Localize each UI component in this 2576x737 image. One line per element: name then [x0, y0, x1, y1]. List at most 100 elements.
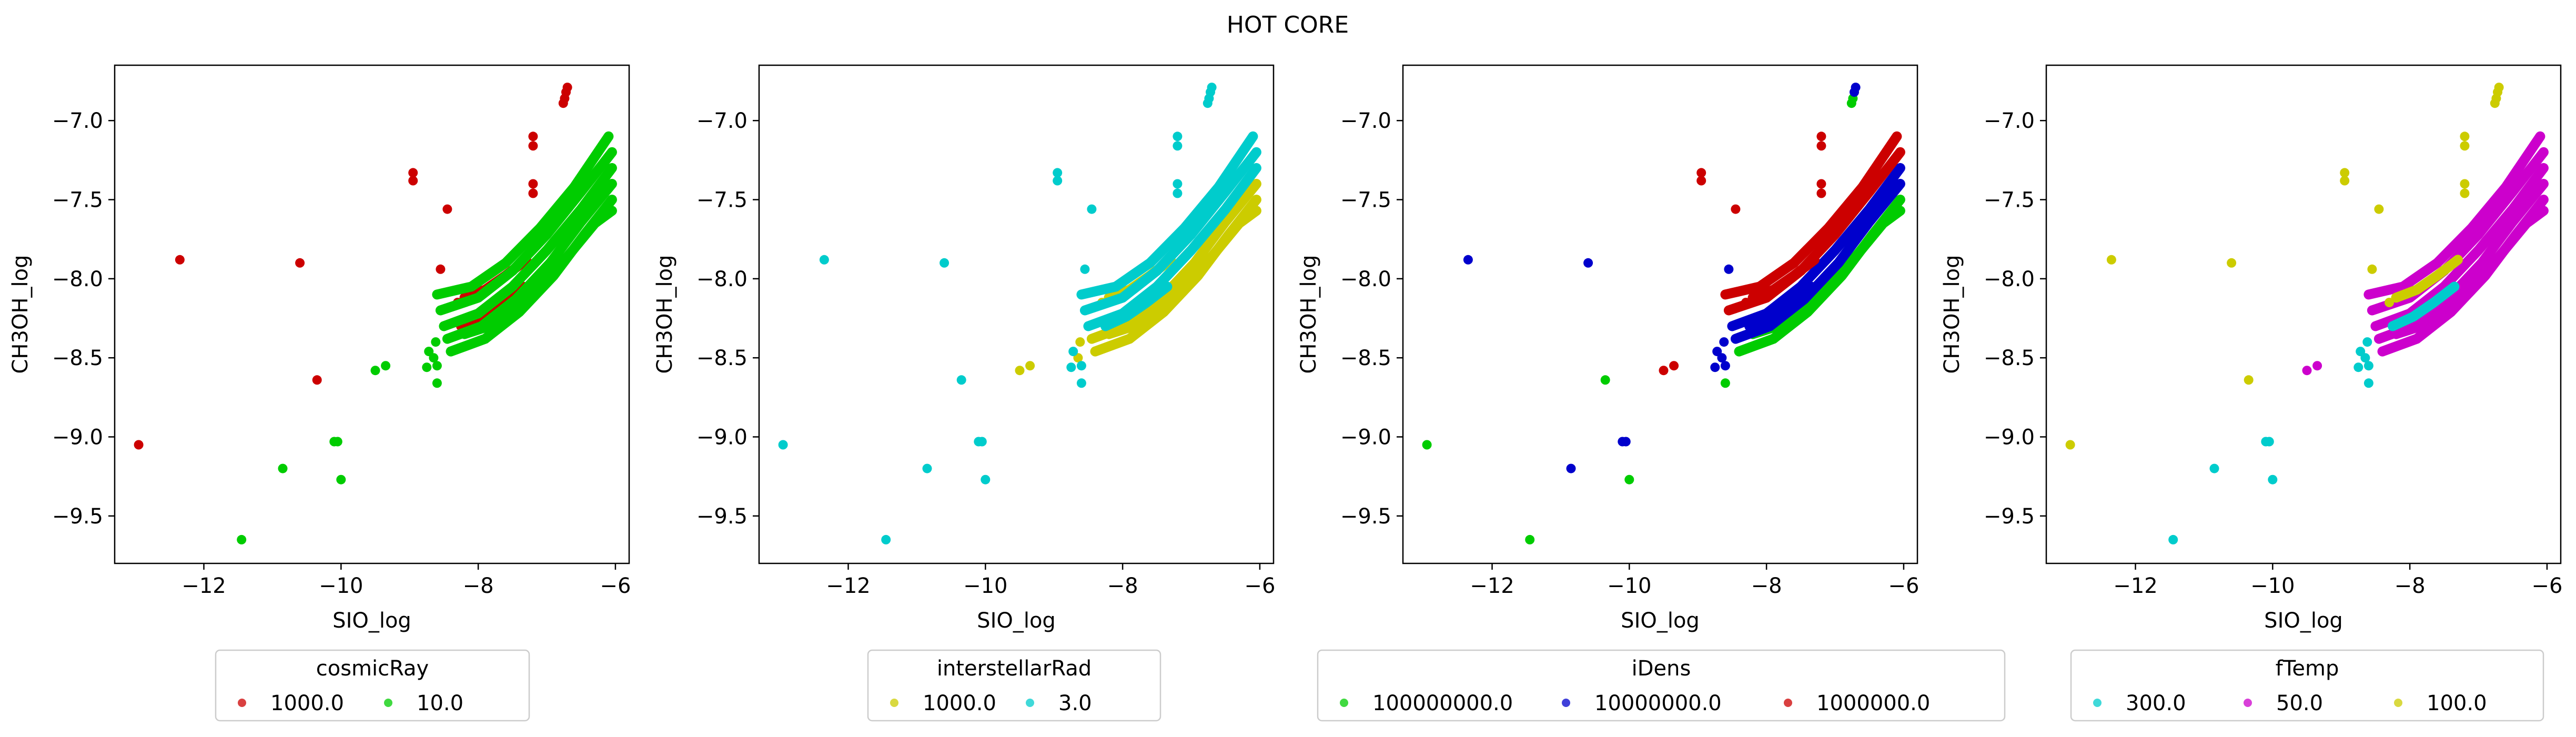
data-point-28 — [1712, 347, 1722, 357]
data-point-5 — [940, 258, 949, 268]
data-point-21 — [1173, 179, 1183, 189]
data-point-4 — [1566, 463, 1576, 473]
data-point-30 — [1741, 298, 1751, 307]
data-point-21 — [1816, 179, 1826, 189]
x-tick-label: −12 — [181, 574, 226, 598]
data-point-27 — [1710, 362, 1720, 372]
y-tick-label: −8.5 — [696, 346, 747, 370]
data-point-6 — [1600, 375, 1610, 385]
data-point-27 — [2353, 362, 2363, 372]
x-tick-label: −12 — [1470, 574, 1514, 598]
y-axis-label: CH3OH_log — [1297, 255, 1321, 374]
data-point-20 — [528, 141, 538, 151]
data-point-10 — [1659, 366, 1669, 376]
legend-item-3: 1000000.0 — [1784, 691, 1930, 715]
data-track-4 — [1730, 179, 1905, 344]
data-point-2 — [819, 255, 829, 265]
legend-title: fTemp — [2276, 657, 2339, 681]
data-point-8 — [977, 437, 987, 447]
legend-item-2: 3.0 — [1026, 691, 1092, 715]
data-point-21 — [528, 179, 538, 189]
data-track-2 — [1079, 147, 1261, 316]
y-tick-label: −8.5 — [52, 346, 103, 370]
data-point-19 — [1816, 132, 1826, 142]
y-tick-label: −8.0 — [1340, 267, 1391, 291]
data-point-17 — [2363, 361, 2373, 371]
data-track-8 — [2388, 281, 2460, 331]
legend-label: 1000.0 — [923, 691, 996, 715]
legend-box — [2070, 649, 2544, 722]
legend-marker — [1562, 699, 1570, 707]
data-point-6 — [956, 375, 966, 385]
data-point-5 — [2227, 258, 2237, 268]
y-tick-label: −9.5 — [696, 504, 747, 529]
y-tick-label: −7.0 — [1984, 109, 2035, 133]
legend-box — [1317, 649, 2006, 722]
data-point-2 — [2106, 255, 2116, 265]
y-axis-label: CH3OH_log — [653, 255, 677, 374]
data-point-3 — [881, 534, 891, 544]
y-tick-label: −7.5 — [696, 188, 747, 213]
chart-panel-1: −12 −10 −8 −6 −9.5 −9.0 −8.5 −8.0 −7.5 −7.0 SIO_lo… — [8, 64, 631, 722]
legend-title: iDens — [1632, 657, 1691, 681]
data-point-1 — [134, 440, 144, 450]
y-tick-label: −7.5 — [1984, 188, 2035, 213]
data-track-6 — [2391, 206, 2549, 339]
data-track-8 — [1744, 281, 1816, 331]
legend-label: 10000000.0 — [1594, 691, 1722, 715]
legend-marker — [384, 699, 392, 707]
legend-item-2: 10.0 — [384, 691, 463, 715]
legend-label: 100.0 — [2427, 691, 2487, 715]
data-point-28 — [424, 347, 434, 357]
data-point-22 — [1173, 188, 1183, 198]
legend-marker — [890, 699, 898, 707]
x-tick-label: −8 — [1751, 574, 1782, 598]
chart-panel-3: −12 −10 −8 −6 −9.5 −9.0 −8.5 −8.0 −7.5 −7.0 SIO_lo… — [1297, 64, 2006, 722]
data-point-10 — [1015, 366, 1025, 376]
x-tick-label: −8 — [1107, 574, 1138, 598]
data-point-24 — [1850, 87, 1859, 97]
data-point-19 — [2460, 132, 2470, 142]
legend-item-3: 100.0 — [2394, 691, 2487, 715]
data-point-15 — [1080, 264, 1090, 274]
data-point-17 — [1076, 361, 1086, 371]
data-point-17 — [432, 361, 442, 371]
data-point-9 — [2268, 474, 2278, 484]
plot-area — [1422, 83, 1905, 544]
legend-box — [215, 649, 530, 722]
plot-area — [134, 83, 617, 544]
data-point-5 — [1583, 258, 1593, 268]
data-track-6 — [1104, 206, 1261, 339]
legend-marker — [2244, 699, 2252, 707]
legend-label: 100000000.0 — [1372, 691, 1513, 715]
data-point-13 — [1053, 176, 1063, 186]
data-track-7 — [1747, 255, 1820, 303]
y-tick-label: −9.0 — [52, 425, 103, 449]
data-point-17 — [1720, 361, 1730, 371]
data-point-1 — [1422, 440, 1432, 450]
data-point-2 — [1463, 255, 1473, 265]
axes-frame — [1402, 64, 1918, 564]
x-tick-label: −10 — [2250, 574, 2295, 598]
data-point-1 — [778, 440, 788, 450]
legend-marker — [1340, 699, 1348, 707]
data-point-13 — [408, 176, 418, 186]
data-point-26 — [1203, 98, 1213, 108]
data-point-26 — [558, 98, 568, 108]
x-tick-label: −6 — [1888, 574, 1919, 598]
x-axis-label: SIO_log — [1621, 609, 1700, 633]
x-tick-label: −6 — [2531, 574, 2562, 598]
data-point-26 — [1846, 98, 1856, 108]
data-point-30 — [2385, 298, 2394, 307]
data-point-27 — [422, 362, 432, 372]
x-tick-label: −10 — [1607, 574, 1651, 598]
data-point-20 — [2460, 141, 2470, 151]
plot-area — [2065, 83, 2549, 544]
data-track-1 — [2363, 131, 2545, 300]
data-track-8 — [456, 281, 528, 331]
x-tick-label: −12 — [2113, 574, 2157, 598]
y-tick-label: −7.0 — [1340, 109, 1391, 133]
data-track-2 — [435, 147, 617, 316]
data-point-28 — [1068, 347, 1078, 357]
figure-title: HOT CORE — [1227, 12, 1349, 38]
